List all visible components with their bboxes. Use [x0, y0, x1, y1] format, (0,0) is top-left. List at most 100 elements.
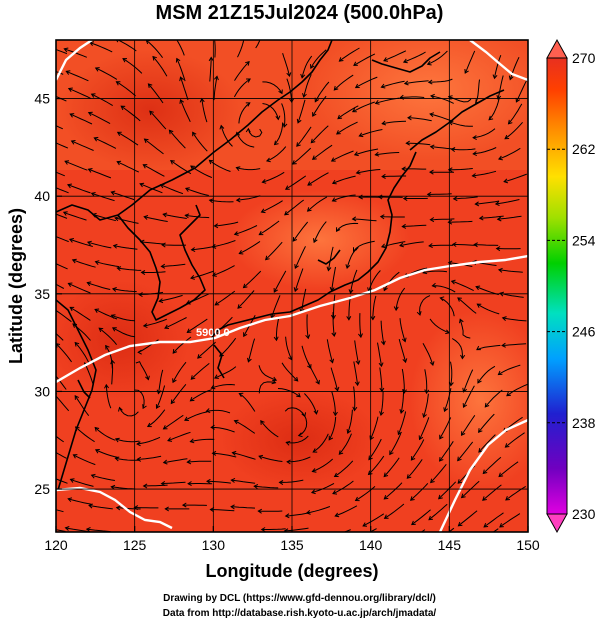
streamline-arrowhead — [284, 513, 290, 519]
streamline-arrowhead — [482, 469, 488, 475]
streamline-arrowhead — [447, 260, 453, 266]
streamline — [362, 513, 385, 527]
streamline — [163, 458, 188, 464]
streamline-arrowhead — [329, 358, 335, 364]
streamline-arrowhead — [90, 93, 96, 98]
streamline — [381, 80, 405, 88]
credit-data: Data from http://database.rish.kyoto-u.a… — [162, 608, 437, 619]
streamline — [380, 320, 385, 345]
streamline-arrowhead — [115, 81, 121, 86]
streamline-arrowhead — [428, 243, 433, 249]
streamline-arrowhead — [313, 238, 318, 244]
streamline-arrowhead — [235, 166, 241, 172]
streamline — [176, 58, 186, 82]
streamline — [377, 342, 382, 367]
streamline — [474, 244, 499, 246]
streamline-arrowhead — [429, 217, 435, 223]
streamline — [476, 344, 501, 351]
streamline — [91, 192, 115, 202]
streamline-arrowhead — [507, 119, 513, 125]
streamline-arrowhead — [72, 454, 78, 459]
streamline-arrowhead — [197, 354, 202, 359]
streamline — [423, 393, 429, 418]
streamline-arrowhead — [367, 470, 373, 476]
streamline-arrowhead — [429, 144, 435, 150]
streamline-arrowhead — [179, 76, 184, 82]
streamline-arrowhead — [338, 450, 344, 455]
streamline-arrowhead — [85, 527, 91, 532]
streamline — [237, 40, 245, 58]
streamline-arrowhead — [293, 376, 299, 382]
streamline-arrowhead — [403, 80, 409, 86]
streamline — [141, 271, 166, 273]
streamline — [167, 431, 191, 442]
streamline-arrowhead — [190, 247, 196, 253]
streamline-arrowhead — [305, 510, 311, 515]
streamline — [312, 433, 329, 453]
streamline — [91, 474, 115, 481]
streamline — [56, 125, 63, 130]
streamline — [260, 420, 279, 438]
streamline — [89, 42, 113, 53]
streamline — [372, 295, 377, 320]
streamline-arrowhead — [167, 437, 173, 442]
streamline-arrowhead — [142, 404, 147, 410]
streamline-arrowhead — [114, 216, 120, 222]
streamline — [484, 389, 503, 408]
streamline — [116, 81, 136, 97]
streamline-arrowhead — [115, 505, 121, 511]
streamline-arrowhead — [41, 118, 45, 122]
streamline-arrowhead — [406, 474, 412, 479]
streamline-arrowhead — [136, 441, 141, 447]
streamline — [116, 161, 140, 173]
streamline — [92, 213, 117, 222]
streamline-arrowhead — [158, 298, 164, 304]
streamline — [258, 365, 277, 381]
streamline-arrowhead — [69, 306, 75, 312]
streamline-arrowhead — [172, 378, 177, 384]
streamline-arrowhead — [380, 340, 386, 346]
streamline — [265, 241, 283, 261]
streamline-arrowhead — [427, 79, 433, 85]
streamline — [211, 383, 235, 389]
streamline — [312, 144, 333, 160]
streamline-arrowhead — [42, 525, 46, 529]
streamline — [297, 99, 306, 123]
streamline-arrowhead — [211, 450, 217, 456]
streamline — [282, 53, 290, 77]
streamline — [56, 509, 64, 513]
streamline-arrowhead — [111, 287, 117, 292]
streamline-arrowhead — [238, 250, 244, 255]
streamline-arrowhead — [69, 113, 75, 118]
streamline — [330, 367, 339, 391]
streamline — [483, 512, 504, 528]
streamline-arrowhead — [237, 304, 242, 309]
streamline-arrowhead — [69, 478, 75, 483]
streamline-arrowhead — [378, 362, 384, 368]
streamline-arrowhead — [152, 55, 157, 61]
streamline — [140, 241, 165, 245]
streamline — [64, 160, 88, 171]
streamline — [444, 387, 452, 412]
streamline — [71, 140, 94, 151]
streamline-arrowhead — [399, 242, 404, 248]
streamline — [98, 327, 117, 346]
streamline-arrowhead — [328, 435, 334, 441]
streamline — [254, 485, 279, 489]
streamline — [279, 479, 304, 483]
streamline-arrowhead — [87, 168, 93, 173]
streamline — [74, 395, 90, 416]
streamline-arrowhead — [260, 420, 265, 425]
streamline-arrowhead — [401, 223, 407, 229]
streamline — [332, 194, 356, 202]
streamline — [339, 47, 360, 62]
streamline-arrowhead — [94, 426, 100, 432]
streamline — [307, 172, 329, 186]
streamline-arrowhead — [429, 112, 435, 118]
streamline — [69, 306, 91, 321]
streamline-arrowhead — [208, 56, 214, 62]
streamline-arrowhead — [306, 207, 312, 212]
streamline — [389, 433, 402, 455]
streamline — [287, 456, 311, 463]
streamline-arrowhead — [452, 196, 458, 202]
